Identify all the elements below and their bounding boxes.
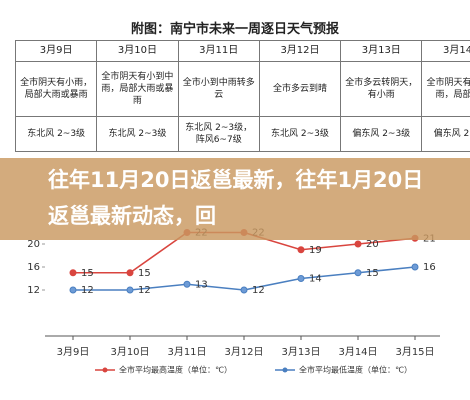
x-tick-label: 3月13日 [281, 346, 320, 358]
point [354, 240, 362, 248]
table-cell: 全市多云转阴天，有小雨 [340, 61, 423, 117]
legend-marker [102, 367, 108, 373]
data-label: 16 [423, 262, 436, 273]
data-label: 15 [81, 268, 94, 279]
data-label: 12 [138, 285, 151, 296]
x-tick-label: 3月12日 [224, 346, 263, 358]
y-tick-label: 20 [27, 239, 40, 250]
point [126, 269, 134, 277]
table-cell: 全市多云到晴 [258, 61, 342, 117]
legend-marker [282, 367, 288, 373]
y-tick-label: 12 [27, 285, 40, 296]
point [411, 263, 419, 271]
x-tick-label: 3月14日 [338, 346, 377, 358]
table-row: 东北风 2~3级 东北风 2~3级 东北风 2~3级，阵风6~7级 东北风 2~3级偏… [14, 116, 470, 152]
table-cell: 东北风 2~3级 [14, 116, 98, 152]
banner-title: 往年11月20日返邕最新，往年1月20日返邕最新动态，回 [0, 158, 470, 240]
point [69, 286, 77, 294]
x-tick-label: 3月15日 [395, 346, 434, 358]
table-cell: 偏东风 2~3级 [421, 116, 470, 152]
data-label: 13 [195, 279, 208, 290]
forecast-table: 3月9日3月10日3月11日3月12日3月13日3月14日3月15日全市阴天有小… [14, 40, 470, 152]
x-tick-label: 3月10日 [110, 346, 149, 358]
data-label: 12 [252, 285, 265, 296]
y-tick-label: 16 [27, 262, 40, 273]
data-label: 19 [309, 245, 322, 256]
point [297, 246, 305, 254]
data-label: 20 [366, 239, 379, 250]
table-cell: 东北风 2~3级 [96, 116, 179, 152]
table-cell: 东北风 2~3级，阵风6~7级 [177, 116, 260, 152]
point [126, 286, 134, 294]
point [69, 269, 77, 277]
point [240, 286, 248, 294]
data-label: 14 [309, 274, 322, 285]
data-label: 12 [81, 285, 94, 296]
table-cell: 东北风 2~3级 [258, 116, 342, 152]
point [354, 269, 362, 277]
table-cell: 偏东风 2~3级 [340, 116, 423, 152]
point [183, 280, 191, 288]
table-cell: 全市阴天有小到中雨，局部大雨或暴雨 [96, 61, 179, 117]
x-tick-label: 3月11日 [167, 346, 206, 358]
legend-label: 全市平均最低温度（单位：℃） [299, 365, 412, 375]
data-label: 15 [138, 268, 151, 279]
table-cell: 全市小到中雨转多云 [177, 61, 260, 117]
table-row: 全市阴天有小雨，局部大雨或暴雨 全市阴天有小到中雨，局部大雨或暴雨 全市小到中雨转多… [14, 61, 470, 117]
table-title: 附图：南宁市未来一周逐日天气预报 [130, 22, 339, 37]
x-tick-label: 3月9日 [57, 346, 90, 358]
point [297, 275, 305, 282]
data-label: 15 [366, 268, 379, 279]
legend-label: 全市平均最高温度（单位：℃） [119, 365, 232, 375]
